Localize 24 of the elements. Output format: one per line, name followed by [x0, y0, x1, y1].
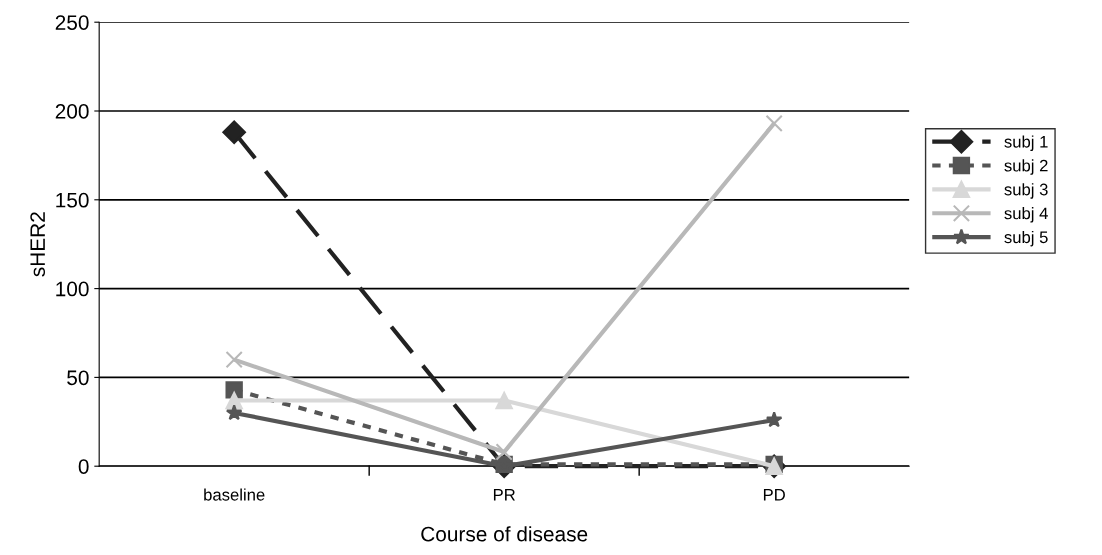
legend-label: subj 1 — [1004, 135, 1048, 151]
y-tick-label: 100 — [56, 281, 89, 297]
y-tick-label: 150 — [56, 192, 89, 208]
x-tick-label: baseline — [204, 488, 265, 501]
x-tick-label: PD — [763, 489, 785, 501]
point — [225, 391, 243, 410]
y-tick-label: 0 — [78, 459, 89, 474]
point — [225, 350, 243, 369]
y-tick-label: 50 — [67, 370, 89, 386]
point — [765, 411, 783, 428]
y-axis-title: sHER2 — [30, 212, 46, 277]
legend-label: subj 5 — [1004, 230, 1048, 247]
y-tick-label: 200 — [55, 104, 89, 119]
x-axis-title: Course of disease — [421, 526, 588, 542]
x-tick-label: PR — [493, 489, 515, 501]
legend-label: subj 2 — [1004, 159, 1048, 175]
point — [225, 404, 243, 421]
point — [495, 391, 513, 410]
y-tick-label: 250 — [55, 15, 89, 30]
legend-label: subj 4 — [1004, 207, 1048, 223]
point — [495, 443, 513, 461]
point — [765, 114, 783, 133]
point — [222, 120, 247, 145]
legend-label: subj 3 — [1004, 183, 1048, 199]
